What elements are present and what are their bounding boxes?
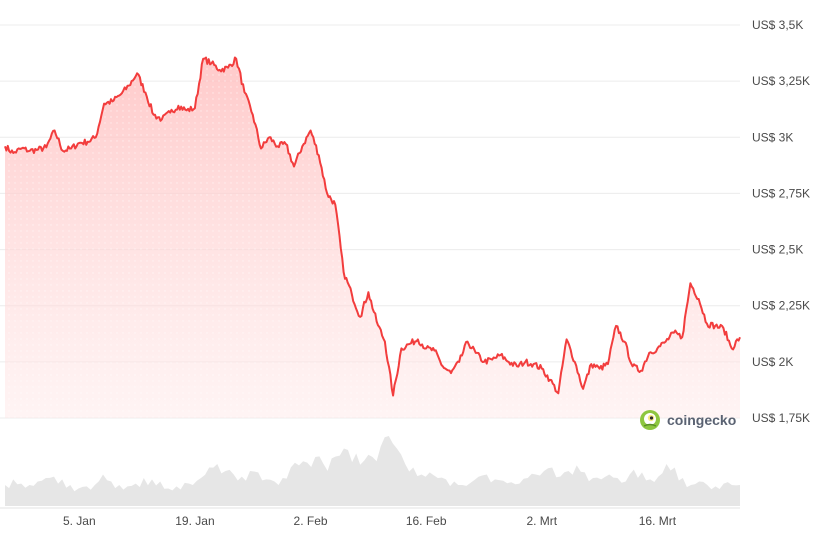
y-tick-label: US$ 2K — [752, 355, 793, 369]
x-tick-label: 16. Feb — [406, 514, 447, 528]
y-tick-label: US$ 2,25K — [752, 299, 810, 313]
gecko-logo-icon — [640, 410, 660, 430]
volume-series — [5, 436, 740, 506]
y-axis: US$ 1,75K US$ 2K US$ 2,25K US$ 2,5K US$ 2,75… — [752, 18, 810, 425]
y-tick-label: US$ 3,25K — [752, 74, 810, 88]
y-tick-label: US$ 3,5K — [752, 18, 803, 32]
x-tick-label: 2. Feb — [294, 514, 328, 528]
y-tick-label: US$ 3K — [752, 130, 793, 144]
y-tick-label: US$ 2,75K — [752, 186, 810, 200]
x-tick-label: 2. Mrt — [526, 514, 557, 528]
brand-name: coingecko — [667, 412, 736, 428]
x-tick-label: 5. Jan — [63, 514, 96, 528]
volume-area — [5, 436, 740, 506]
y-tick-label: US$ 2,5K — [752, 243, 803, 257]
price-line — [4, 56, 741, 397]
coingecko-watermark: coingecko — [640, 410, 736, 430]
price-area-texture — [5, 57, 740, 418]
x-axis: 5. Jan 19. Jan 2. Feb 16. Feb 2. Mrt 16. Mrt — [63, 514, 677, 528]
x-tick-label: 19. Jan — [175, 514, 214, 528]
x-tick-label: 16. Mrt — [639, 514, 677, 528]
y-tick-label: US$ 1,75K — [752, 411, 810, 425]
